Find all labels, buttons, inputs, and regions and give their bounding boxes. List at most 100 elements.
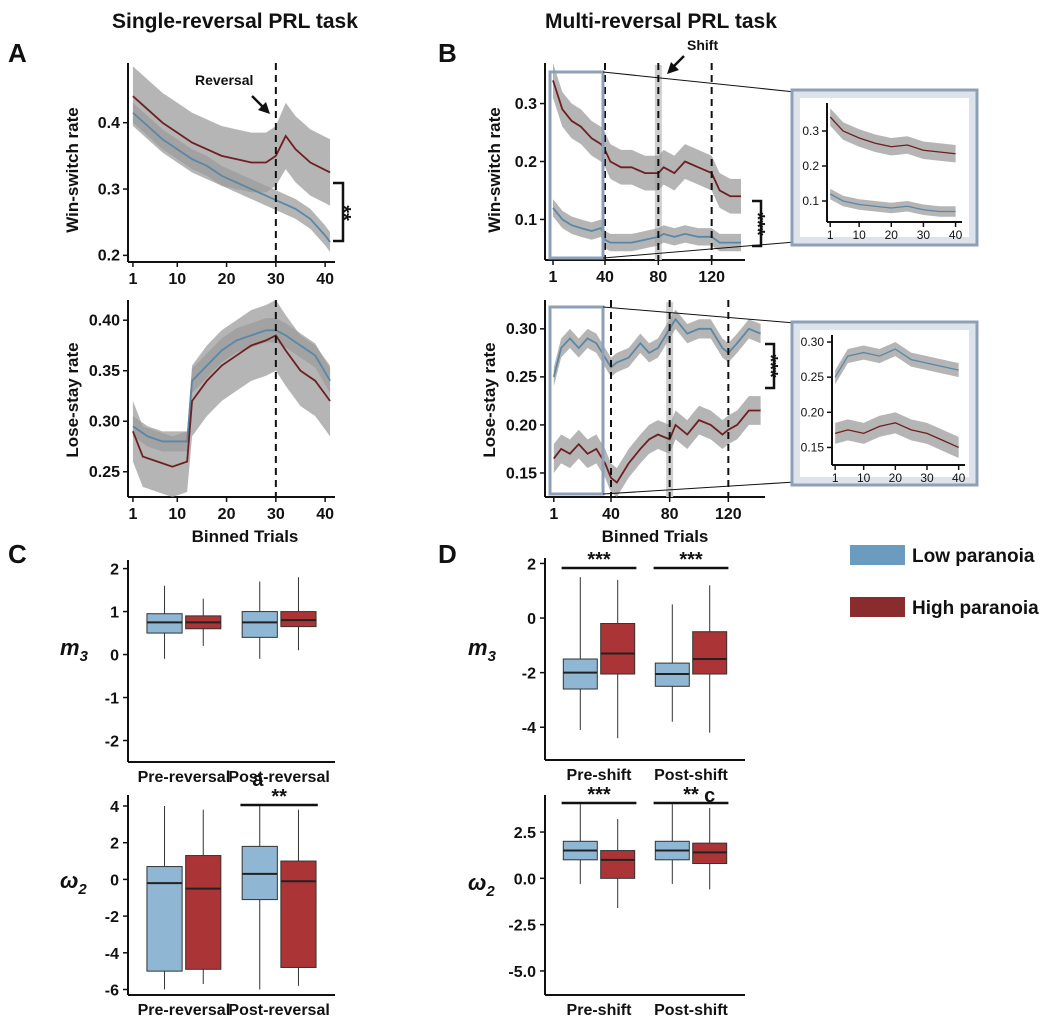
xtick-label-B_bottom: 80 <box>661 506 679 523</box>
line-low-B_top_inset <box>829 193 956 213</box>
xtick-label-B_bottom_inset: 40 <box>952 471 966 485</box>
line-high-A_bottom <box>132 334 331 468</box>
ytick-label-C_top: 2 <box>110 562 119 579</box>
ytick-label-D_bottom: -2.5 <box>508 918 536 935</box>
category-label-C_bottom: Post-reversal <box>228 1002 329 1019</box>
box-high-pre-shift <box>600 850 636 879</box>
xtick-label-B_bottom: 40 <box>602 506 620 523</box>
ytick-label-D_bottom: 0.0 <box>514 871 536 888</box>
category-label-C_bottom: Pre-reversal <box>138 1002 231 1019</box>
ytick-label-C_top: 1 <box>110 605 119 622</box>
ytick-label-D_top: -2 <box>522 666 536 683</box>
ytick-label-D_top: 2 <box>527 556 536 573</box>
panel-label-b: B <box>438 38 457 68</box>
ytick-label-D_top: 0 <box>527 611 536 628</box>
xtick-label-A_bottom: 30 <box>267 506 285 523</box>
box-high-post-reversal <box>280 860 317 968</box>
ytick-label-A_bottom: 0.35 <box>89 363 120 380</box>
box-high-post-reversal <box>280 611 317 628</box>
xtick-label-B_bottom: 120 <box>715 506 742 523</box>
axes-A_bottom: 0.25 0.30 0.35 0.40 1 10 20 30 40 <box>89 300 335 523</box>
title-single: Single-reversal PRL task <box>112 10 358 33</box>
ytick-label-B_top_inset: 0.3 <box>802 124 819 138</box>
xtick-label-A_top: 40 <box>316 271 334 288</box>
xtick-label-A_bottom: 1 <box>128 506 137 523</box>
ytick-label-C_bottom: 4 <box>110 799 119 816</box>
ytick-label-B_top_inset: 0.2 <box>802 159 819 173</box>
param-m3-d: m3 <box>468 635 497 665</box>
ytick-label-B_bottom: 0.30 <box>506 321 537 338</box>
letter-c: c <box>704 785 715 807</box>
category-label-D_bottom: Pre-shift <box>567 1002 633 1019</box>
ytick-label-C_bottom: 2 <box>110 836 119 853</box>
band-high-B_top <box>553 63 741 214</box>
xtick-label-B_top: 80 <box>649 269 667 286</box>
sig-stars-D_top-1: *** <box>679 549 703 571</box>
category-label-D_top: Post-shift <box>654 767 728 784</box>
panel-label-d: D <box>438 539 457 569</box>
ytick-label-C_bottom: -2 <box>105 909 119 926</box>
panel-label-a: A <box>8 38 27 68</box>
xtick-label-B_bottom_inset: 30 <box>920 471 934 485</box>
sig-stars-D_top-0: *** <box>587 549 611 571</box>
ytick-label-B_bottom_inset: 0.20 <box>801 405 825 419</box>
line-high-A_top <box>132 95 331 174</box>
zoom-line-2 <box>602 241 796 259</box>
sig-bracket-b-bottom <box>765 342 776 390</box>
category-label-D_top: Pre-shift <box>567 767 633 784</box>
ytick-label-B_top_inset: 0.1 <box>802 194 819 208</box>
title-multi: Multi-reversal PRL task <box>545 10 777 33</box>
sig-stars-a: ** <box>332 205 354 221</box>
xtick-label-B_top: 40 <box>596 269 614 286</box>
ytick-label-B_bottom_inset: 0.30 <box>801 335 825 349</box>
legend-label-low: Low paranoia <box>912 546 1035 567</box>
ytick-label-A_top: 0.2 <box>98 248 120 265</box>
ytick-label-D_bottom: -5.0 <box>508 964 536 981</box>
line-low-A_top <box>132 112 331 243</box>
box-low-pre-shift <box>562 658 598 690</box>
xtick-label-A_top: 1 <box>128 271 137 288</box>
line-low-B_top <box>552 207 741 244</box>
ytick-label-A_top: 0.4 <box>98 115 120 132</box>
reversal-label: Reversal <box>195 72 253 88</box>
legend-swatch-high <box>850 597 905 617</box>
ytick-label-C_bottom: 0 <box>110 872 119 889</box>
category-label-D_bottom: Post-shift <box>654 1002 728 1019</box>
reversal-arrow-head <box>258 102 270 114</box>
legend-swatch-low <box>850 545 905 565</box>
axes-D_top: -4 -2 0 2 Pre-shift Post-shift *** *** <box>522 549 745 784</box>
xtick-label-B_top_inset: 10 <box>852 228 866 242</box>
xtick-label-A_top: 20 <box>218 271 236 288</box>
band-high-B_bottom_inset <box>835 412 959 458</box>
xtick-label-B_bottom_inset: 1 <box>832 471 839 485</box>
xtick-label-B_bottom_inset: 10 <box>857 471 871 485</box>
line-high-B_bottom_inset <box>834 422 959 449</box>
legend: Low paranoia High paranoia <box>850 545 1039 619</box>
ytick-label-D_bottom: 2.5 <box>514 825 536 842</box>
line-high-B_top_inset <box>829 116 956 155</box>
xlabel-a: Binned Trials <box>192 527 299 546</box>
ytick-label-C_bottom: -4 <box>105 946 119 963</box>
xtick-label-B_bottom_inset: 20 <box>889 471 903 485</box>
zoom-line-1 <box>602 71 796 93</box>
shift-arrow-head <box>667 62 679 74</box>
band-high-B_top_inset <box>830 108 956 163</box>
line-high-B_top <box>552 80 741 198</box>
band-high-A_top <box>132 66 331 206</box>
plots: 0.20.30.41 10 20 30 40Reversal**0.250.300.35… <box>89 37 979 1019</box>
legend-label-high: High paranoia <box>912 598 1039 619</box>
ytick-label-B_bottom_inset: 0.25 <box>801 370 825 384</box>
line-low-B_bottom_inset <box>834 348 959 378</box>
axes-B_bottom_inset: 0.15 0.20 0.25 0.30 1 10 20 30 40 <box>801 335 966 485</box>
ytick-label-A_bottom: 0.30 <box>89 414 120 431</box>
band-low-B_top <box>553 199 741 252</box>
ytick-label-B_top: 0.1 <box>515 212 537 229</box>
xtick-label-B_top_inset: 1 <box>827 228 834 242</box>
category-label-C_top: Pre-reversal <box>138 769 231 786</box>
box-high-post-shift <box>692 631 728 675</box>
ylabel-b-top: Win-switch rate <box>485 107 504 232</box>
